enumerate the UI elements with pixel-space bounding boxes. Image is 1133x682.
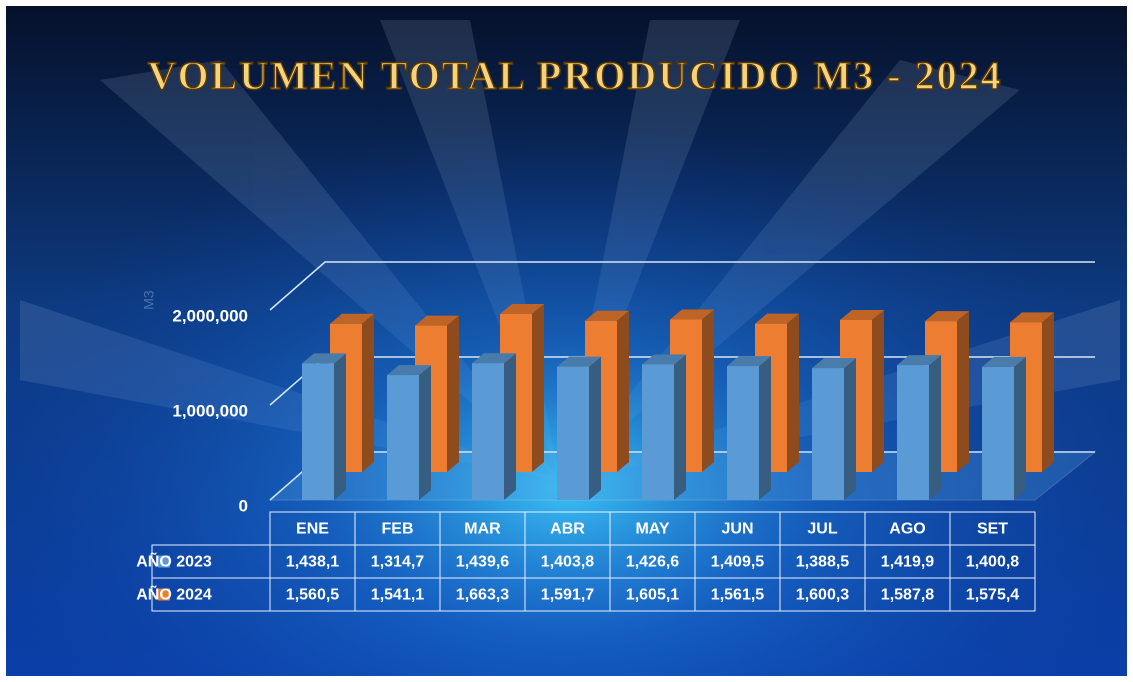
data-label: 1,541,1 (371, 587, 424, 604)
data-label: 1,605,1 (626, 587, 679, 604)
bar-side (674, 354, 686, 500)
y-tick-label: 1,000,000 (172, 401, 248, 420)
bar-side (589, 356, 601, 500)
bar (897, 365, 929, 500)
bar (982, 366, 1014, 500)
bar-top (387, 365, 431, 376)
bar-top (925, 311, 969, 322)
bar-side (844, 358, 856, 500)
legend-label: AÑO 2023 (136, 551, 212, 571)
bar-top (840, 309, 884, 320)
data-label: 1,403,8 (541, 554, 594, 571)
data-label: 1,400,8 (966, 554, 1019, 571)
data-label: 1,560,5 (286, 587, 339, 604)
data-label: 1,663,3 (456, 587, 509, 604)
bar-side (872, 309, 884, 472)
bar-side (957, 311, 969, 472)
x-tick-label: JUN (721, 521, 753, 538)
bar-top (982, 356, 1026, 367)
bar (387, 375, 419, 500)
bar-side (929, 355, 941, 500)
bar (472, 363, 504, 500)
bar-side (1014, 356, 1026, 500)
data-label: 1,561,5 (711, 587, 764, 604)
bar-side (334, 353, 346, 500)
bar-top (897, 355, 941, 366)
data-label: 1,575,4 (966, 587, 1019, 604)
legend-swatch (158, 555, 170, 568)
bar-side (362, 313, 374, 472)
bar (557, 366, 589, 500)
data-label: 1,438,1 (286, 554, 339, 571)
x-tick-label: MAY (635, 521, 669, 538)
bar-top (330, 313, 374, 324)
bar-top (670, 309, 714, 320)
data-label: 1,587,8 (881, 587, 934, 604)
data-label: 1,388,5 (796, 554, 849, 571)
bar-top (642, 354, 686, 365)
bar-side (617, 310, 629, 472)
data-label: 1,314,7 (371, 554, 424, 571)
x-tick-label: MAR (464, 521, 501, 538)
data-label: 1,409,5 (711, 554, 764, 571)
bar-top (472, 353, 516, 364)
bar-top (727, 356, 771, 367)
bar-side (532, 303, 544, 472)
bar-top (500, 303, 544, 314)
table-row-border (151, 577, 1036, 612)
grid-line (269, 261, 1095, 311)
bar-side (1042, 312, 1054, 472)
y-tick-label: 2,000,000 (172, 306, 248, 325)
x-tick-label: AGO (889, 521, 925, 538)
bar-side (787, 313, 799, 472)
legend-label: AÑO 2024 (136, 584, 212, 604)
bar (302, 363, 334, 500)
x-tick-label: SET (977, 521, 1008, 538)
bar-side (419, 365, 431, 500)
data-label: 1,439,6 (456, 554, 509, 571)
bar-top (585, 310, 629, 321)
bar (642, 364, 674, 500)
bar-side (504, 353, 516, 500)
data-label: 1,591,7 (541, 587, 594, 604)
bar (727, 366, 759, 500)
bar-top (755, 313, 799, 324)
chart-title: VOLUMEN TOTAL PRODUCIDO M3 - 2024 (147, 53, 1002, 98)
bar-side (702, 309, 714, 472)
bar-top (415, 315, 459, 326)
bar-top (302, 353, 346, 364)
bar (812, 368, 844, 500)
bar-side (447, 315, 459, 472)
x-tick-label: FEB (382, 521, 414, 538)
bar-top (1010, 312, 1054, 323)
y-tick-label: 0 (239, 496, 248, 515)
legend-swatch (158, 588, 170, 601)
data-label: 1,426,6 (626, 554, 679, 571)
x-tick-label: JUL (807, 521, 837, 538)
data-label: 1,600,3 (796, 587, 849, 604)
data-label: 1,419,9 (881, 554, 934, 571)
bar-top (812, 358, 856, 369)
bar-side (759, 356, 771, 500)
y-axis-label: M3 (141, 290, 157, 310)
x-tick-label: ABR (550, 521, 585, 538)
bar-top (557, 356, 601, 367)
x-tick-label: ENE (296, 521, 329, 538)
